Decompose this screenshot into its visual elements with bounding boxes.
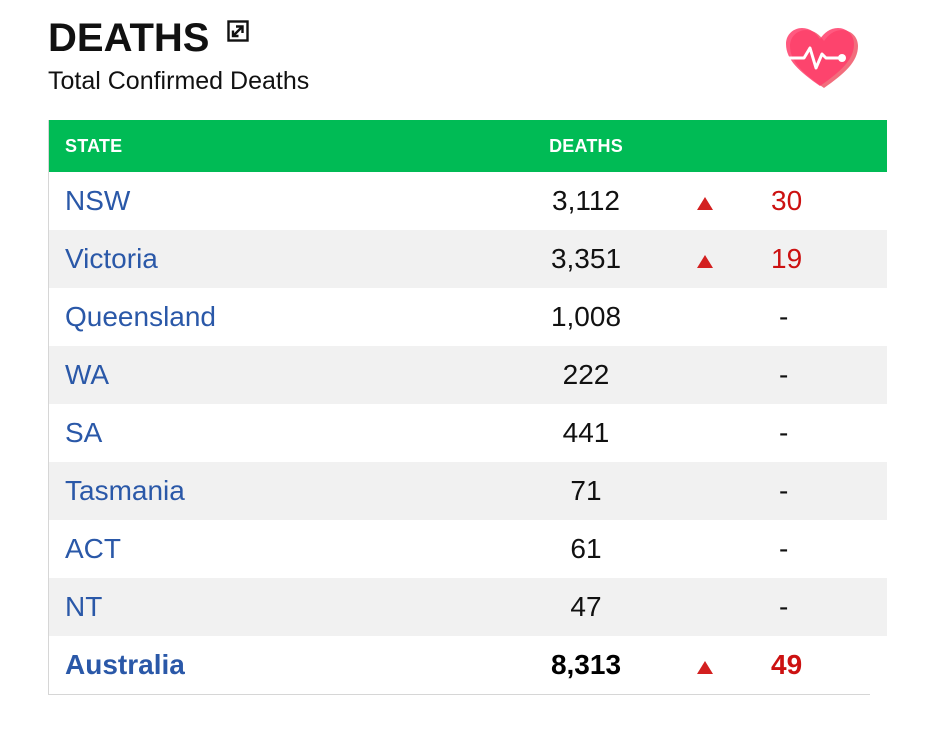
table-row: NT 47 - [49, 578, 887, 636]
deaths-value: 3,351 [511, 230, 661, 288]
column-header-deaths[interactable]: DEATHS [511, 120, 661, 172]
change-value: - [731, 520, 887, 578]
deaths-value-total: 8,313 [511, 636, 661, 694]
deaths-value: 47 [511, 578, 661, 636]
column-header-trend [661, 120, 731, 172]
deaths-value: 1,008 [511, 288, 661, 346]
trend-cell [661, 288, 731, 346]
table-row: NSW 3,112 30 [49, 172, 887, 230]
state-link[interactable]: NSW [49, 172, 511, 230]
table-row: SA 441 - [49, 404, 887, 462]
state-link[interactable]: SA [49, 404, 511, 462]
state-link[interactable]: WA [49, 346, 511, 404]
deaths-value: 71 [511, 462, 661, 520]
trend-cell [661, 230, 731, 288]
state-link[interactable]: NT [49, 578, 511, 636]
page-title: DEATHS [48, 16, 210, 60]
change-value: - [731, 404, 887, 462]
heart-pulse-icon [786, 28, 858, 88]
title-row: DEATHS [48, 14, 309, 62]
deaths-value: 3,112 [511, 172, 661, 230]
trend-cell [661, 520, 731, 578]
expand-icon[interactable] [227, 20, 250, 42]
table-row: Queensland 1,008 - [49, 288, 887, 346]
change-value: - [731, 346, 887, 404]
state-link[interactable]: Queensland [49, 288, 511, 346]
table-row: ACT 61 - [49, 520, 887, 578]
table-row: Victoria 3,351 19 [49, 230, 887, 288]
trend-cell [661, 404, 731, 462]
table-row: WA 222 - [49, 346, 887, 404]
table-row-total: Australia 8,313 49 [49, 636, 887, 694]
arrow-up-icon [697, 197, 713, 210]
widget-header: DEATHS Total Confirmed Deaths [48, 14, 309, 96]
change-value: - [731, 578, 887, 636]
arrow-up-icon [697, 255, 713, 268]
change-value-total: 49 [731, 636, 887, 694]
state-link-total[interactable]: Australia [49, 636, 511, 694]
trend-cell [661, 172, 731, 230]
trend-cell [661, 346, 731, 404]
trend-cell [661, 462, 731, 520]
column-header-change [731, 120, 887, 172]
deaths-value: 61 [511, 520, 661, 578]
change-value: - [731, 462, 887, 520]
deaths-value: 222 [511, 346, 661, 404]
table-row: Tasmania 71 - [49, 462, 887, 520]
change-value: 30 [731, 172, 887, 230]
trend-cell [661, 636, 731, 694]
change-value: 19 [731, 230, 887, 288]
change-value: - [731, 288, 887, 346]
page-subtitle: Total Confirmed Deaths [48, 67, 310, 95]
deaths-value: 441 [511, 404, 661, 462]
trend-cell [661, 578, 731, 636]
arrow-up-icon [697, 661, 713, 674]
column-header-state[interactable]: STATE [49, 120, 511, 172]
table-header-row: STATE DEATHS [49, 120, 887, 172]
state-link[interactable]: Tasmania [49, 462, 511, 520]
deaths-table: STATE DEATHS NSW 3,112 30 Victoria 3,351… [48, 120, 887, 695]
state-link[interactable]: Victoria [49, 230, 511, 288]
state-link[interactable]: ACT [49, 520, 511, 578]
